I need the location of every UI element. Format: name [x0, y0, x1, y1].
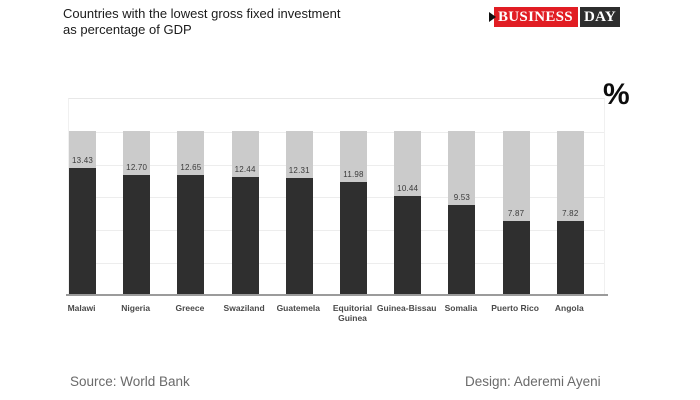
- bar-swaziland: [231, 177, 259, 296]
- bar-greece: [177, 175, 205, 296]
- bar-guatemela: [285, 178, 313, 296]
- gridline: [69, 230, 604, 231]
- x-tick-label: Guinea-Bissau: [376, 303, 437, 313]
- bar-value-label: 7.82: [562, 209, 579, 219]
- x-tick-label: Guatemela: [276, 303, 321, 313]
- bar-value-label: 10.44: [397, 184, 419, 194]
- design-credit: Design: Aderemi Ayeni: [465, 374, 601, 389]
- x-tick-label: Malawi: [67, 303, 96, 313]
- bar-somalia: [448, 205, 476, 296]
- x-tick-label: Greece: [175, 303, 205, 313]
- x-tick-label: Nigeria: [121, 303, 151, 313]
- x-tick-label: Puerto Rico: [491, 303, 539, 313]
- gridline: [69, 197, 604, 198]
- unit-label: %: [603, 78, 630, 111]
- title-line-1: Countries with the lowest gross fixed in…: [63, 6, 341, 21]
- gridline: [69, 263, 604, 264]
- x-axis-labels: Malawi Nigeria Greece Swaziland Guatemela Equ…: [68, 303, 603, 329]
- x-axis-line: [66, 294, 608, 296]
- bar-value-label: 11.98: [343, 169, 364, 179]
- page-title: Countries with the lowest gross fixed in…: [63, 6, 340, 38]
- bar-value-label: 13.43: [71, 155, 94, 165]
- bar-puerto-rico: [502, 220, 530, 296]
- gridline: [69, 165, 604, 166]
- bar-nigeria: [123, 174, 151, 296]
- logo-day-text: DAY: [579, 7, 620, 27]
- gridline: [69, 132, 604, 133]
- bar-equitorial-guinea: [340, 181, 367, 296]
- x-tick-label: Angola: [554, 303, 584, 313]
- logo-business-text: BUSINESS: [494, 7, 578, 27]
- bar-angola: [556, 221, 584, 296]
- right-arrow-icon: [489, 12, 496, 22]
- plot-area: 13.43 12.70 12.65 12.44 12.31 11.98 10.44 9.53 7…: [68, 98, 605, 296]
- x-tick-label: Somalia: [444, 303, 478, 313]
- x-tick-label: Swaziland: [223, 303, 265, 313]
- source-credit: Source: World Bank: [70, 374, 190, 389]
- bar-guinea-bissau: [394, 196, 422, 296]
- bar-value-label: 12.31: [288, 166, 310, 176]
- x-tick-label: Equitorial Guinea: [332, 303, 373, 323]
- title-line-2: as percentage of GDP: [63, 22, 192, 37]
- bar-value-label: 12.70: [126, 162, 148, 172]
- bars-layer: 13.43 12.70 12.65 12.44 12.31 11.98 10.44 9.53 7…: [69, 99, 604, 296]
- businessday-logo: BUSINESS DAY: [489, 7, 620, 27]
- bar-value-label: 12.44: [234, 165, 256, 175]
- bar-value-label: 12.65: [180, 163, 202, 173]
- bar-value-label: 9.53: [453, 193, 471, 202]
- bar-value-label: 7.87: [507, 208, 525, 218]
- bar-malawi: [69, 167, 96, 296]
